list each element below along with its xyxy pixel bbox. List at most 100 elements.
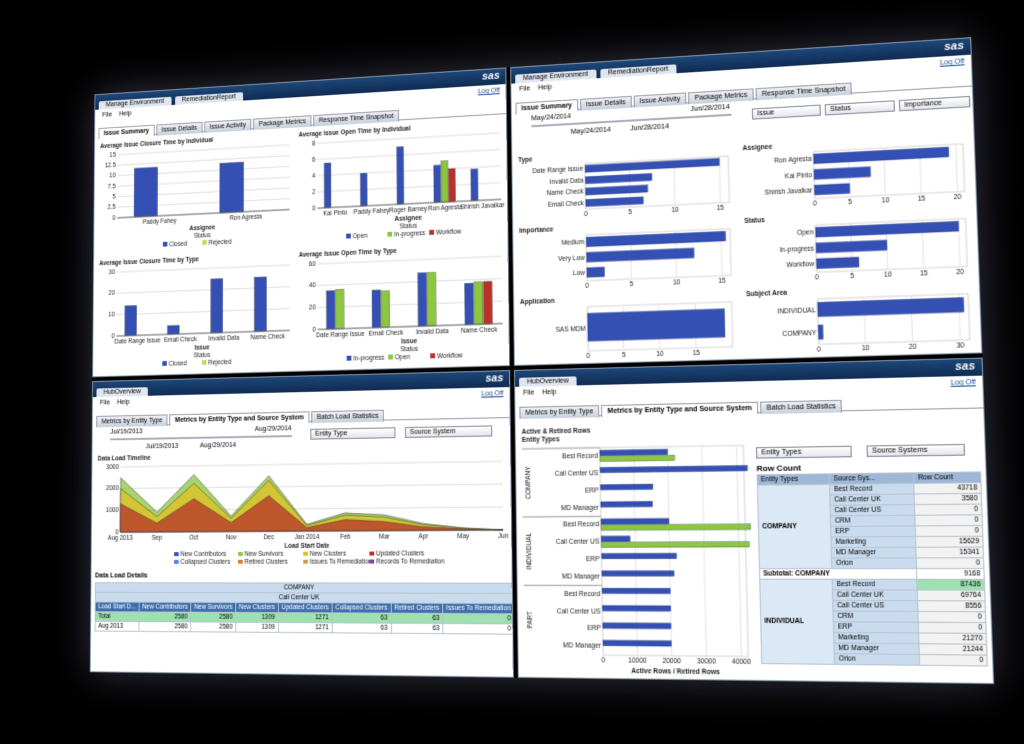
chart: Average Issue Open Time by Individual 0 2 4… <box>299 125 505 240</box>
y-tick-label: 6 <box>312 156 316 163</box>
menu-item[interactable]: File <box>99 399 110 407</box>
sas-logo: sas <box>954 359 976 374</box>
bar <box>441 161 448 203</box>
sub-tab[interactable]: Issue Summary <box>515 99 579 115</box>
x-tick-label: 5 <box>848 198 853 206</box>
sub-tab[interactable]: Issue Activity <box>633 92 687 108</box>
date-from-input[interactable]: May/24/2014 <box>570 126 611 136</box>
chart: Average Issue Closure Time by Individual… <box>100 137 294 248</box>
grid-line <box>317 149 500 159</box>
sub-tab[interactable]: Batch Load Statistics <box>311 409 385 424</box>
log-off[interactable]: Log Off <box>481 390 504 398</box>
x-tick-label: 0 <box>585 282 589 289</box>
y-tick-label: 2000 <box>106 485 119 492</box>
table-cell: 63 <box>332 622 391 634</box>
sub-tab[interactable]: Package Metrics <box>253 115 312 131</box>
legend-entry: Records To Remediation <box>376 558 445 565</box>
date-from-input[interactable]: Jul/19/2013 <box>145 442 179 451</box>
y-tick-label: 10 <box>108 311 115 318</box>
chart: Assignee 0 5 10 15 20 Ron Agresta Kai Pinto Shir… <box>742 131 973 208</box>
bar <box>601 524 751 530</box>
source-cell: Call Center US <box>833 600 919 612</box>
dropdown[interactable]: Source Systems <box>866 443 966 458</box>
menu-item[interactable]: File <box>519 85 531 93</box>
source-cell: ERP <box>831 525 916 537</box>
menu-item[interactable]: File <box>102 111 113 119</box>
group-label: COMPANY <box>525 466 533 499</box>
menu-item[interactable]: File <box>523 389 535 397</box>
legend-entry: Rejected <box>208 359 232 367</box>
log-off[interactable]: Log Off <box>950 378 976 387</box>
x-tick-label: 15 <box>920 270 929 278</box>
sub-tab[interactable]: Response Time Snapshot <box>755 82 853 101</box>
table-title: Row Count <box>756 463 802 474</box>
x-tick-label: 0 <box>586 352 590 359</box>
legend-entry: In-progress <box>353 354 384 362</box>
bar <box>602 605 670 611</box>
menu-item[interactable]: Help <box>116 399 130 407</box>
sub-tab[interactable]: Metrics by Entity Type <box>96 414 168 428</box>
date-to-input[interactable]: Aug/29/2014 <box>199 441 237 450</box>
source-cell: Call Center UK <box>832 589 918 601</box>
sub-tab[interactable]: Metrics by Entity Type and Source System <box>169 411 310 426</box>
legend-swatch <box>346 355 352 361</box>
grid-line <box>317 256 501 264</box>
y-tick-label: ERP <box>585 487 599 495</box>
x-axis-label: Issue <box>401 338 417 346</box>
sub-tab[interactable]: Issue Details <box>156 121 203 136</box>
x-tick-label: 0 <box>601 657 605 665</box>
sub-tab[interactable]: Metrics by Entity Type <box>519 405 600 419</box>
date-to-input[interactable]: Jun/28/2014 <box>630 123 670 133</box>
dropdown[interactable]: Issue <box>751 104 821 120</box>
x-tick-label: 30 <box>956 342 965 350</box>
x-tick-label: Shirish Javalkar <box>460 202 504 211</box>
y-tick-label: In-progress <box>779 245 814 254</box>
bar <box>600 455 675 462</box>
dropdown[interactable]: Status <box>824 100 895 116</box>
dropdown[interactable]: Entity Types <box>755 445 852 459</box>
log-off[interactable]: Log Off <box>477 87 500 96</box>
menu-item[interactable]: Help <box>542 388 557 397</box>
x-tick-label: 20 <box>953 193 962 201</box>
menu-item[interactable]: Help <box>118 110 132 118</box>
dropdown[interactable]: Source System <box>404 425 493 438</box>
bar <box>814 167 871 180</box>
bar <box>601 553 676 559</box>
y-tick-label: 2 <box>312 189 316 196</box>
x-tick-label: 10000 <box>628 657 647 665</box>
legend-swatch <box>162 360 167 366</box>
x-tick-label: Kai Pinto <box>323 209 348 217</box>
dropdown[interactable]: Importance <box>898 95 971 112</box>
sub-tab[interactable]: Issue Activity <box>204 118 252 133</box>
y-tick-label: Open <box>797 229 814 237</box>
table-cell: 1309 <box>235 622 279 633</box>
legend-entry: Updated Clusters <box>376 550 424 557</box>
group-separator <box>522 448 600 449</box>
y-tick-label: SAS MDM <box>556 325 586 333</box>
count-cell: 15341 <box>916 546 984 558</box>
x-tick-label: Dec <box>263 534 274 541</box>
column-header: Collapsed Clusters <box>332 602 391 614</box>
source-cell: Best Record <box>829 483 915 495</box>
source-cell: Orion <box>834 653 920 666</box>
sub-tab[interactable]: Issue Details <box>579 95 632 111</box>
count-cell: 8556 <box>917 600 986 612</box>
sub-tab[interactable]: Package Metrics <box>688 88 754 105</box>
legend-title: Status <box>194 232 211 240</box>
x-tick-label: May <box>457 533 470 540</box>
x-tick-label: 40000 <box>732 658 752 666</box>
menu-item[interactable]: Help <box>537 84 553 92</box>
legend-swatch <box>429 229 435 235</box>
sub-tab[interactable]: Metrics by Entity Type and Source System <box>601 401 759 418</box>
count-cell: 0 <box>918 622 987 634</box>
subtotal-value: 9168 <box>916 568 985 580</box>
y-tick-label: 1000 <box>106 507 119 514</box>
x-tick-label: 15 <box>718 277 726 285</box>
bar <box>602 588 670 594</box>
log-off[interactable]: Log Off <box>939 58 965 67</box>
dropdown[interactable]: Entity Type <box>310 427 396 440</box>
sub-tab[interactable]: Batch Load Statistics <box>760 399 843 415</box>
chart: Status 0 5 10 15 20 Open In-progress Workflow <box>744 216 976 281</box>
chart-title: Average Issue Open Time by Individual <box>299 125 411 139</box>
sub-tab[interactable]: Issue Summary <box>98 124 155 140</box>
